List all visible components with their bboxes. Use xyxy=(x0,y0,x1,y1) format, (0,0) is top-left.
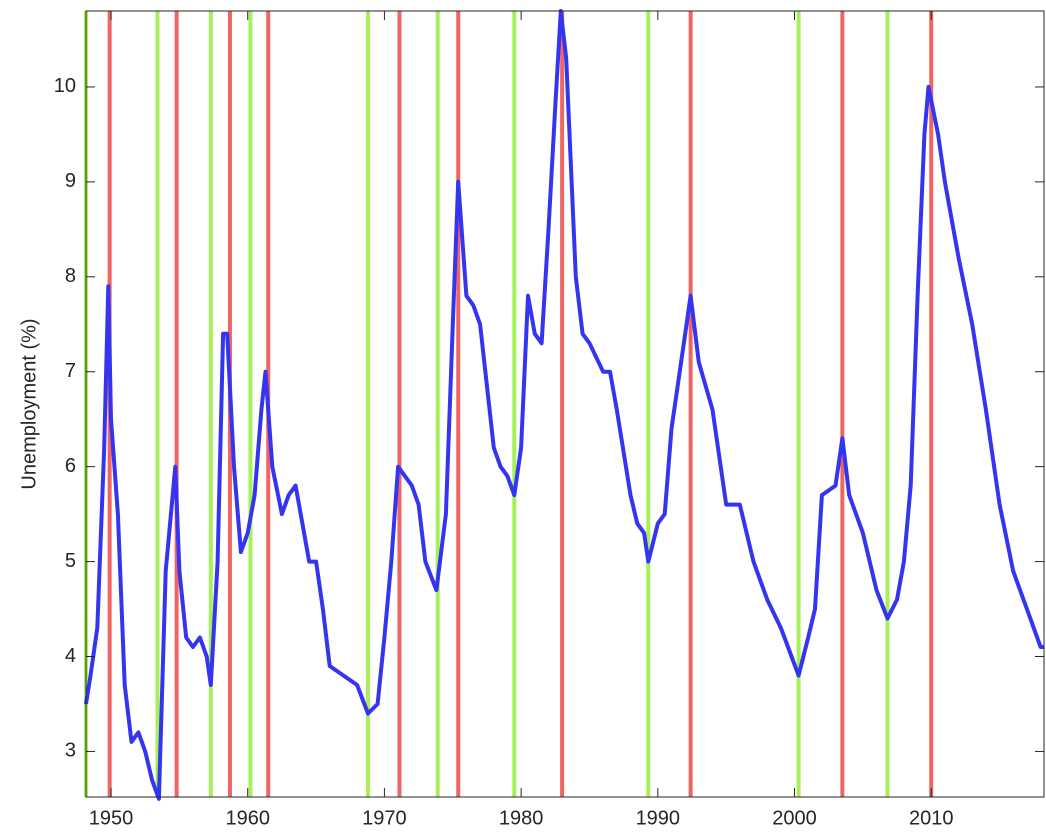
x-tick-label: 1990 xyxy=(636,807,681,829)
y-tick-label: 8 xyxy=(65,265,76,287)
x-tick-label: 1960 xyxy=(225,807,270,829)
x-tick-label: 1970 xyxy=(362,807,407,829)
x-tick-label: 1950 xyxy=(89,807,134,829)
y-tick-label: 7 xyxy=(65,360,76,382)
y-tick-label: 10 xyxy=(54,75,76,97)
x-tick-label: 1980 xyxy=(499,807,544,829)
y-tick-label: 4 xyxy=(65,645,76,667)
y-tick-label: 5 xyxy=(65,550,76,572)
y-tick-label: 3 xyxy=(65,740,76,762)
series-line xyxy=(84,9,1044,801)
plot-frame xyxy=(85,10,1045,798)
y-tick-label: 6 xyxy=(65,455,76,477)
y-axis-label: Unemployment (%) xyxy=(18,318,40,489)
y-tick-label: 9 xyxy=(65,170,76,192)
x-tick-label: 2000 xyxy=(772,807,817,829)
x-tick-label: 2010 xyxy=(909,807,954,829)
